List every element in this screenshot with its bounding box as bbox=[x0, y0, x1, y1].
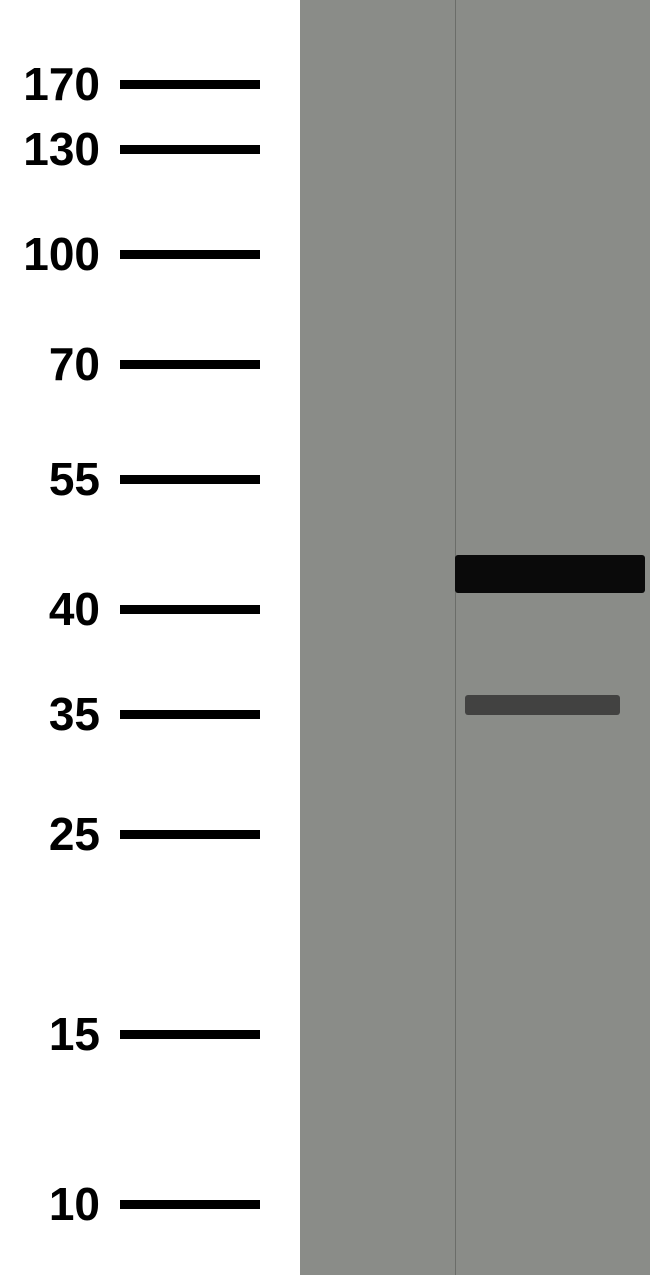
ladder-label: 130 bbox=[0, 122, 120, 176]
ladder-marker-35: 35 bbox=[0, 687, 280, 741]
western-blot-figure: 170 130 100 70 55 40 35 25 15 10 bbox=[0, 0, 650, 1275]
ladder-label: 40 bbox=[0, 582, 120, 636]
ladder-marker-55: 55 bbox=[0, 452, 280, 506]
ladder-label: 35 bbox=[0, 687, 120, 741]
ladder-marker-100: 100 bbox=[0, 227, 280, 281]
ladder-marker-15: 15 bbox=[0, 1007, 280, 1061]
ladder-label: 170 bbox=[0, 57, 120, 111]
ladder-label: 70 bbox=[0, 337, 120, 391]
protein-band-strong bbox=[455, 555, 645, 593]
ladder-tick bbox=[120, 475, 260, 484]
ladder-tick bbox=[120, 1030, 260, 1039]
ladder-tick bbox=[120, 360, 260, 369]
ladder-marker-25: 25 bbox=[0, 807, 280, 861]
ladder-tick bbox=[120, 250, 260, 259]
ladder-tick bbox=[120, 830, 260, 839]
ladder-label: 10 bbox=[0, 1177, 120, 1231]
ladder-tick bbox=[120, 80, 260, 89]
ladder-marker-130: 130 bbox=[0, 122, 280, 176]
ladder-marker-170: 170 bbox=[0, 57, 280, 111]
ladder-tick bbox=[120, 605, 260, 614]
molecular-weight-ladder: 170 130 100 70 55 40 35 25 15 10 bbox=[0, 0, 280, 1275]
ladder-tick bbox=[120, 145, 260, 154]
ladder-label: 15 bbox=[0, 1007, 120, 1061]
ladder-marker-40: 40 bbox=[0, 582, 280, 636]
lane-divider bbox=[455, 0, 456, 1275]
ladder-tick bbox=[120, 710, 260, 719]
ladder-label: 100 bbox=[0, 227, 120, 281]
ladder-label: 25 bbox=[0, 807, 120, 861]
blot-membrane bbox=[300, 0, 650, 1275]
ladder-marker-10: 10 bbox=[0, 1177, 280, 1231]
protein-band-medium bbox=[465, 695, 620, 715]
ladder-marker-70: 70 bbox=[0, 337, 280, 391]
ladder-tick bbox=[120, 1200, 260, 1209]
ladder-label: 55 bbox=[0, 452, 120, 506]
